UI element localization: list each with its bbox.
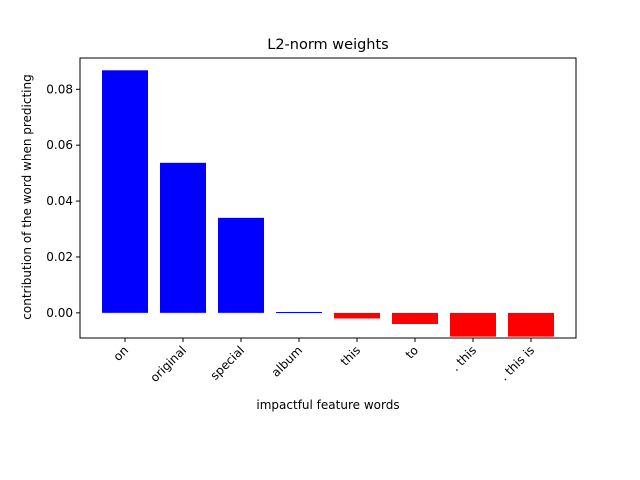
y-tick-label: 0.08 — [46, 82, 73, 96]
x-tick-label: this — [338, 343, 363, 368]
bar-album — [276, 312, 322, 314]
x-tick-label: special — [208, 343, 248, 383]
x-tick-label: album — [269, 343, 305, 379]
x-tick-label: original — [148, 343, 190, 385]
bar-to — [392, 312, 438, 325]
x-tick-label: on — [111, 343, 131, 363]
x-tick-label: . this is — [497, 343, 537, 383]
plot-area: 0.00 0.02 0.04 0.06 0.08 on original special alb… — [46, 57, 577, 385]
y-tick-label: 0.04 — [46, 194, 73, 208]
y-tick-label: 0.02 — [46, 250, 73, 264]
y-axis-label: contribution of the word when predicting — [20, 74, 34, 319]
bar-special — [218, 217, 264, 313]
x-tick-label: to — [403, 343, 421, 361]
y-tick-label: 0.06 — [46, 138, 73, 152]
bar-this — [450, 312, 496, 337]
axes-frame — [79, 57, 577, 339]
bar-this-is — [508, 312, 554, 337]
bar-on — [102, 70, 148, 313]
bar-original — [160, 162, 206, 313]
bar-this — [334, 312, 380, 319]
x-axis-label: impactful feature words — [256, 398, 399, 412]
x-tick-label: . this — [448, 343, 479, 374]
y-tick-label: 0.00 — [46, 306, 73, 320]
chart-title: L2-norm weights — [267, 37, 388, 53]
